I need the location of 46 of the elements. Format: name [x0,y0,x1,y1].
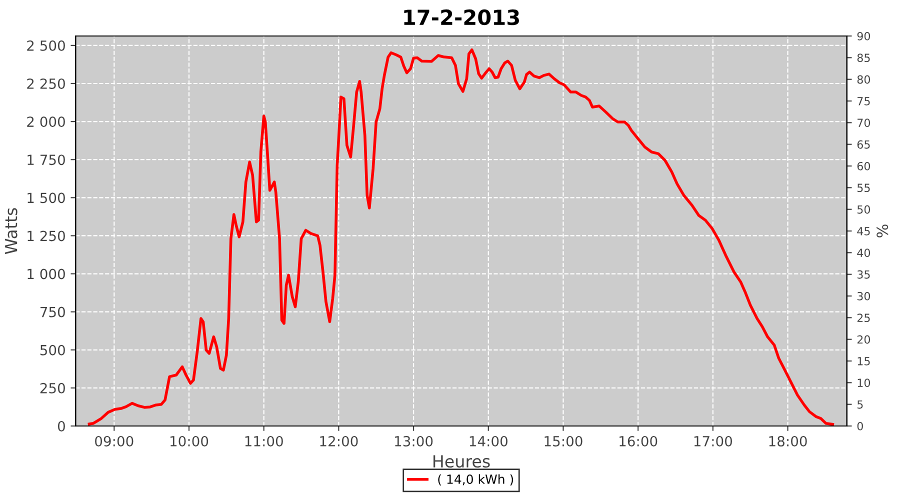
y2-tick-label: 20 [857,335,870,344]
x-tick-label: 17:00 [694,436,732,446]
y-tick-label: 1 500 [28,192,65,204]
y-tick-label: 1 250 [28,230,65,242]
y2-tick-label: 45 [857,227,870,236]
y2-tick-label: 75 [858,97,870,106]
y2-tick-label: 15 [858,357,870,366]
y2-tick-label: 65 [857,140,870,149]
x-tick-label: 16:00 [620,436,658,446]
y2-tick-label: 5 [857,400,863,409]
y-tick-label: 2 000 [27,116,65,128]
y2-tick-label: 70 [858,118,870,128]
chart-title: 17-2-2013 [404,9,519,26]
x-tick-label: 18:00 [769,436,807,446]
y-tick-label: 250 [40,382,65,394]
y-tick-label: 2 500 [27,40,65,51]
y2-tick-label: 80 [857,75,870,84]
y2-tick-label: 55 [857,184,870,192]
y2-tick-label: 85 [857,54,870,62]
line-series [88,48,834,426]
y2-tick-label: 35 [857,270,870,279]
y-tick-label: 0 [58,420,65,432]
x-tick-label: 14:00 [470,436,508,446]
x-axis-title: Heures [434,455,490,468]
y2-axis-title: % [876,224,888,238]
x-tick-label: 12:00 [320,436,358,446]
y2-tick-label: 25 [857,314,870,322]
y-tick-label: 2 250 [27,78,65,89]
y2-tick-label: 10 [858,378,870,388]
y2-tick-label: 90 [857,32,870,40]
y2-tick-label: 40 [857,248,870,258]
y2-tick-label: 0 [857,422,863,430]
x-tick-label: 13:00 [395,436,433,446]
y-tick-label: 1 000 [28,268,65,280]
legend-label: ( 14,0 kWh ) [438,474,514,486]
x-tick-label: 09:00 [95,436,134,446]
y-tick-label: 500 [40,344,65,356]
x-tick-label: 11:00 [245,436,283,446]
y-tick-label: 1 750 [28,154,65,166]
x-tick-label: 10:00 [170,436,208,446]
y2-tick-label: 50 [857,205,870,214]
y-axis-title: Watts [4,208,18,254]
y2-tick-label: 30 [857,292,870,300]
y2-tick-label: 60 [857,162,870,170]
y-tick-label: 750 [40,306,65,318]
x-tick-label: 15:00 [544,436,582,446]
